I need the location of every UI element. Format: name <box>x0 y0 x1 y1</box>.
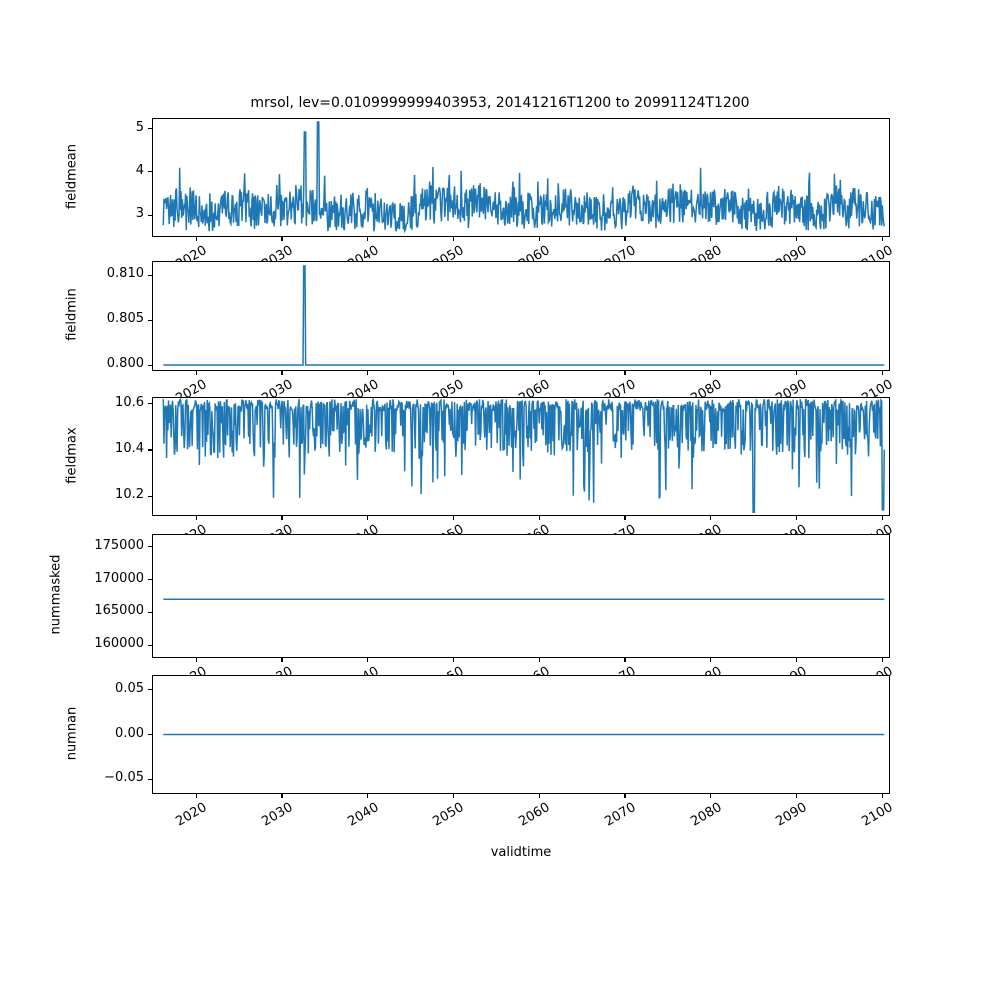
x-tick-mark <box>452 794 455 798</box>
x-tick-mark <box>795 794 797 798</box>
y-tick-mark <box>148 546 152 548</box>
y-tick-mark <box>148 274 152 276</box>
y-tick-label: 160000 <box>94 636 144 652</box>
data-line-fieldmean <box>162 121 886 234</box>
y-tick-label: 10.6 <box>115 394 144 410</box>
y-tick-mark <box>148 214 152 216</box>
y-tick-mark <box>148 689 152 691</box>
x-axis-label: validtime <box>490 845 552 860</box>
y-tick-mark <box>148 128 152 130</box>
x-tick-mark <box>624 516 626 520</box>
subplot-nummasked <box>152 534 890 658</box>
x-tick-mark <box>795 371 797 375</box>
x-tick-mark <box>367 371 369 375</box>
x-tick-mark <box>195 237 197 241</box>
x-tick-mark <box>795 658 797 662</box>
y-tick-mark <box>148 579 152 581</box>
plot-area-nummasked <box>163 598 885 601</box>
x-tick-mark <box>795 237 797 241</box>
y-axis-label-nummasked: nummasked <box>48 554 64 635</box>
x-tick-mark <box>452 237 455 241</box>
x-tick-mark <box>452 371 455 375</box>
x-tick-mark <box>710 237 712 241</box>
x-tick-mark <box>367 658 369 662</box>
data-line-fieldmax <box>162 398 886 513</box>
x-tick-mark <box>710 516 712 520</box>
x-tick-mark <box>881 371 883 375</box>
x-tick-mark <box>624 371 626 375</box>
x-tick-mark <box>452 658 455 662</box>
plot-area-fieldmin <box>163 265 885 366</box>
x-tick-mark <box>710 794 712 798</box>
y-tick-mark <box>148 171 152 173</box>
y-tick-label: 10.4 <box>115 440 144 456</box>
x-tick-mark <box>281 516 283 520</box>
y-tick-mark <box>148 449 152 451</box>
y-tick-label: 0.800 <box>106 356 144 372</box>
x-tick-mark <box>538 237 540 241</box>
plot-area-fieldmean <box>162 121 886 234</box>
x-tick-mark <box>881 658 883 662</box>
y-tick-label: 10.2 <box>115 487 144 503</box>
subplot-fieldmin <box>152 261 890 371</box>
y-tick-label: 3 <box>135 206 144 222</box>
x-tick-mark <box>881 516 883 520</box>
x-tick-mark <box>195 371 197 375</box>
x-tick-mark <box>367 516 369 520</box>
y-tick-mark <box>148 319 152 321</box>
y-tick-label: 0.805 <box>106 311 144 327</box>
plot-area-numnan <box>163 733 885 736</box>
x-tick-mark <box>624 237 626 241</box>
x-tick-mark <box>881 237 883 241</box>
x-tick-mark <box>195 516 197 520</box>
x-tick-mark <box>624 658 626 662</box>
x-tick-mark <box>710 371 712 375</box>
x-tick-mark <box>195 794 197 798</box>
y-tick-mark <box>148 611 152 613</box>
x-tick-mark <box>195 658 197 662</box>
x-tick-mark <box>281 794 283 798</box>
figure-title: mrsol, lev=0.0109999999403953, 20141216T… <box>250 95 750 111</box>
x-tick-mark <box>538 371 540 375</box>
x-tick-mark <box>538 794 540 798</box>
y-tick-mark <box>148 734 152 736</box>
y-tick-label: 175000 <box>94 537 144 553</box>
y-tick-mark <box>148 495 152 497</box>
y-tick-mark <box>148 778 152 780</box>
y-tick-mark <box>148 644 152 646</box>
y-tick-label: 0.810 <box>106 266 144 282</box>
x-tick-mark <box>281 371 283 375</box>
x-tick-mark <box>795 516 797 520</box>
y-tick-label: 4 <box>135 162 144 178</box>
x-tick-mark <box>710 658 712 662</box>
data-line-fieldmin <box>163 265 885 366</box>
subplot-numnan <box>152 675 890 794</box>
y-tick-label: 0.05 <box>115 680 144 696</box>
y-tick-mark <box>148 364 152 366</box>
x-tick-mark <box>281 658 283 662</box>
x-tick-mark <box>367 237 369 241</box>
x-tick-mark <box>367 794 369 798</box>
x-tick-mark <box>281 237 283 241</box>
subplot-fieldmax <box>152 397 890 516</box>
y-tick-mark <box>148 403 152 405</box>
y-tick-label: 0.00 <box>115 725 144 741</box>
y-axis-label-numnan: numnan <box>64 706 80 760</box>
y-tick-label: 5 <box>135 119 144 135</box>
x-tick-mark <box>624 794 626 798</box>
x-tick-mark <box>452 516 455 520</box>
x-tick-mark <box>538 516 540 520</box>
y-tick-label: −0.05 <box>104 770 144 786</box>
subplot-fieldmean <box>152 118 890 237</box>
y-tick-label: 170000 <box>94 570 144 586</box>
x-tick-mark <box>881 794 883 798</box>
y-tick-label: 165000 <box>94 603 144 619</box>
y-axis-label-fieldmax: fieldmax <box>64 426 80 484</box>
plot-area-fieldmax <box>162 398 886 513</box>
x-tick-mark <box>538 658 540 662</box>
